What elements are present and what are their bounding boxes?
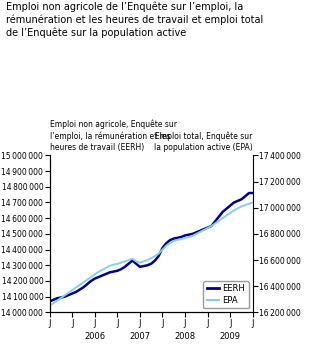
Legend: EERH, EPA: EERH, EPA xyxy=(204,281,249,308)
Text: 2009: 2009 xyxy=(220,332,241,341)
Text: 2006: 2006 xyxy=(84,332,105,341)
Text: 2007: 2007 xyxy=(129,332,150,341)
Text: 2008: 2008 xyxy=(174,332,196,341)
Text: Emploi non agricole, Enquête sur
l’emploi, la rémunération et les
heures de trav: Emploi non agricole, Enquête sur l’emplo… xyxy=(50,119,177,152)
Text: Emploi non agricole de l’Enquête sur l’emploi, la
rémunération et les heures de : Emploi non agricole de l’Enquête sur l’e… xyxy=(6,2,264,38)
Text: Emploi total, Enquête sur
la population active (EPA): Emploi total, Enquête sur la population … xyxy=(154,131,253,152)
